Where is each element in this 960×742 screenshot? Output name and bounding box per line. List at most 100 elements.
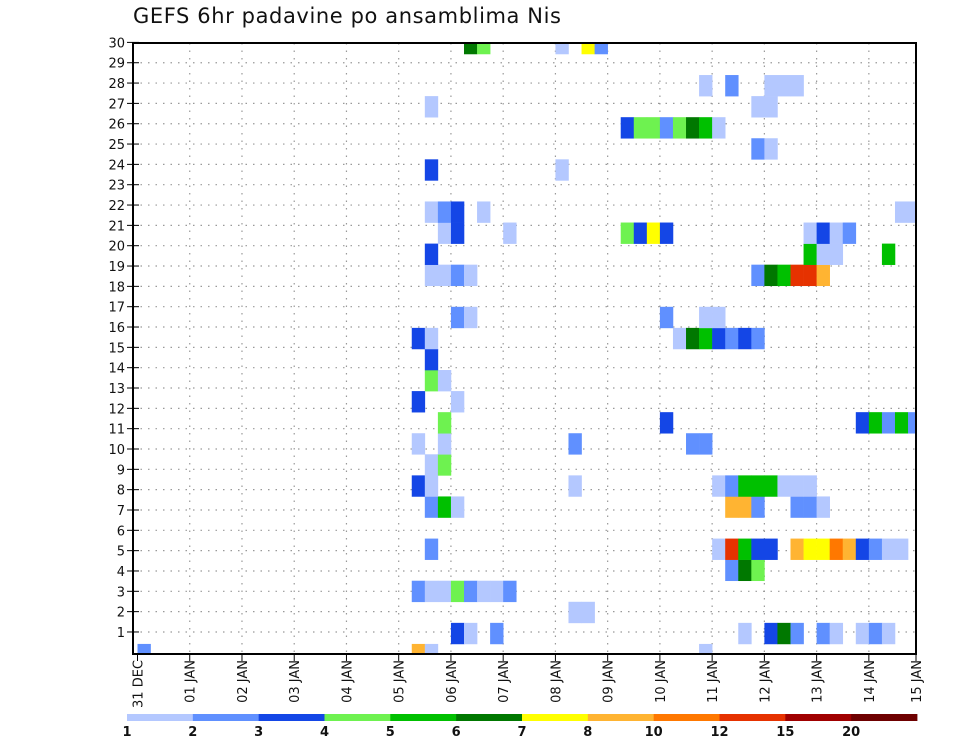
precip-cell (490, 622, 504, 645)
precip-cell (712, 475, 726, 497)
x-tick-label: 01 JAN (184, 660, 199, 703)
precip-cell (868, 622, 883, 645)
precip-cell (686, 433, 700, 455)
precip-cell (699, 306, 713, 329)
precip-cell (790, 496, 804, 518)
precip-cell (437, 433, 452, 455)
precip-cell (894, 201, 909, 223)
x-tick-label: 03 JAN (288, 660, 303, 703)
precip-cell (424, 370, 439, 392)
colorbar-swatch (522, 714, 589, 721)
precip-cell (699, 327, 713, 350)
precip-cell (411, 433, 426, 455)
chart-title: GEFS 6hr padavine po ansamblima Nis (133, 4, 562, 28)
x-tick-label: 02 JAN (236, 660, 251, 703)
precip-cell (816, 538, 830, 560)
precip-cell (908, 412, 916, 434)
precip-cell (764, 96, 778, 118)
precip-cell (712, 306, 726, 329)
precip-cell (646, 222, 661, 244)
y-tick-label: 8 (117, 484, 125, 499)
precip-cell (464, 264, 478, 287)
precip-cell (424, 643, 439, 654)
precip-cell (437, 370, 452, 392)
colorbar-swatch (851, 714, 918, 721)
y-tick-label: 17 (108, 301, 125, 316)
precip-cell (803, 475, 817, 497)
precip-cell (738, 327, 752, 350)
x-tick-label: 07 JAN (497, 660, 512, 703)
precip-cell (633, 222, 648, 244)
y-tick-label: 9 (117, 463, 125, 478)
precip-cell (424, 496, 439, 518)
precip-cell (751, 559, 765, 582)
precip-cell (803, 222, 817, 244)
precip-cell (503, 580, 517, 603)
precip-cell (686, 327, 700, 350)
y-tick-label: 10 (108, 443, 125, 458)
precip-cell (686, 117, 700, 139)
precip-cell (803, 538, 817, 560)
y-tick-label: 16 (108, 321, 125, 336)
precip-cell (816, 264, 830, 287)
precip-cell (424, 264, 439, 287)
y-tick-label: 6 (117, 524, 125, 539)
precip-cell (777, 622, 791, 645)
colorbar-swatch (653, 714, 720, 721)
precip-cell (816, 496, 830, 518)
colorbar-label: 4 (320, 725, 329, 740)
precip-cell (555, 159, 569, 181)
x-axis: 31 DEC 01 JAN 02 JAN 03 JAN 04 JAN 05 JAN 06 J… (132, 654, 925, 708)
colorbar-swatch (324, 714, 391, 721)
y-tick-label: 18 (108, 280, 125, 295)
precip-cell (725, 327, 739, 350)
precip-cell (437, 201, 452, 223)
colorbar-label: 1 (122, 725, 131, 740)
precip-cell (712, 538, 726, 560)
colorbar-swatch (456, 714, 523, 721)
precip-cell (764, 138, 778, 160)
precip-cell (464, 580, 478, 603)
y-tick-label: 12 (108, 402, 125, 417)
y-tick-label: 13 (108, 382, 125, 397)
precip-cell (620, 222, 635, 244)
precip-cell (424, 327, 439, 350)
precip-cell (464, 43, 478, 55)
precip-cell (464, 306, 478, 329)
precip-cell (777, 475, 791, 497)
precip-cell (424, 348, 439, 371)
colorbar-swatch (258, 714, 325, 721)
y-tick-label: 29 (108, 57, 125, 72)
y-tick-label: 14 (108, 362, 125, 377)
precip-cell (908, 201, 916, 223)
precip-cell (424, 475, 439, 497)
precip-cell (568, 475, 582, 497)
y-tick-label: 23 (108, 179, 125, 194)
precip-cell (424, 454, 439, 476)
precip-cell (738, 559, 752, 582)
precip-cell (738, 475, 752, 497)
precip-cell (568, 433, 582, 455)
precip-cell (751, 264, 765, 287)
precip-cell (868, 538, 883, 560)
precip-cell (816, 222, 830, 244)
x-tick-label: 08 JAN (549, 660, 564, 703)
x-tick-label: 13 JAN (811, 660, 826, 703)
precip-cell (568, 601, 582, 624)
precip-cell (764, 538, 778, 560)
precip-cell (738, 622, 752, 645)
precip-cell (437, 264, 452, 287)
colorbar-swatch (587, 714, 655, 721)
precip-cell (424, 538, 439, 560)
precip-cell (816, 243, 830, 265)
precip-cell (137, 643, 151, 654)
precip-cell (725, 496, 739, 518)
precip-cell (555, 43, 569, 55)
precip-cell (581, 601, 595, 624)
precip-cell (411, 391, 426, 413)
precip-cell (672, 117, 687, 139)
x-tick-label: 15 JAN (910, 660, 925, 703)
precip-cell (699, 643, 713, 654)
precip-cell (424, 201, 439, 223)
precip-cell (855, 538, 870, 560)
